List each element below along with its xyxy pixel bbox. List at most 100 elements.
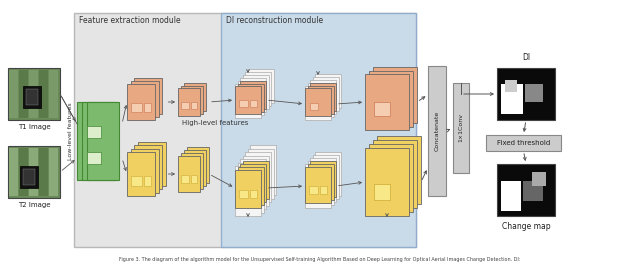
Bar: [497, 68, 555, 120]
Bar: [243, 155, 269, 206]
Bar: [77, 102, 115, 180]
Bar: [26, 89, 38, 105]
Text: T2 Image: T2 Image: [18, 202, 51, 208]
Bar: [237, 81, 264, 115]
Bar: [237, 167, 264, 205]
Bar: [501, 181, 521, 211]
Bar: [87, 126, 101, 138]
Bar: [305, 167, 331, 203]
Bar: [310, 80, 336, 114]
Bar: [243, 75, 269, 109]
Bar: [312, 155, 339, 199]
Bar: [250, 145, 276, 195]
Bar: [305, 164, 331, 208]
Bar: [315, 74, 341, 108]
Bar: [374, 184, 390, 200]
Bar: [131, 103, 142, 112]
Bar: [245, 152, 271, 202]
Bar: [87, 152, 101, 164]
Bar: [486, 135, 561, 151]
Bar: [373, 67, 417, 123]
Bar: [237, 84, 264, 111]
Bar: [20, 166, 38, 188]
Bar: [373, 140, 417, 208]
Bar: [240, 159, 266, 209]
Bar: [19, 148, 28, 196]
Bar: [191, 175, 197, 183]
Bar: [310, 103, 318, 110]
Bar: [144, 176, 151, 186]
Bar: [178, 156, 200, 192]
Bar: [134, 145, 162, 189]
Bar: [310, 83, 336, 111]
Bar: [428, 66, 446, 196]
Bar: [369, 70, 413, 126]
Bar: [9, 148, 18, 196]
Bar: [497, 164, 555, 216]
Text: DI reconstruction module: DI reconstruction module: [226, 16, 323, 25]
Bar: [369, 144, 413, 212]
Bar: [181, 175, 189, 183]
Bar: [74, 13, 416, 247]
Bar: [29, 148, 38, 196]
Bar: [131, 148, 159, 192]
Bar: [82, 102, 117, 180]
Text: Change map: Change map: [502, 222, 550, 231]
Bar: [23, 86, 41, 108]
Bar: [243, 161, 269, 199]
Bar: [501, 84, 523, 114]
Bar: [9, 70, 18, 118]
Bar: [235, 84, 261, 118]
Bar: [178, 88, 200, 116]
Bar: [310, 158, 336, 202]
Bar: [320, 186, 327, 194]
Bar: [187, 147, 209, 183]
Bar: [525, 84, 543, 102]
Bar: [181, 85, 203, 114]
Bar: [138, 142, 166, 185]
Bar: [235, 170, 261, 208]
Text: Figure 3. The diagram of the algorithm model for the Unsupervised Self-training : Figure 3. The diagram of the algorithm m…: [119, 257, 521, 262]
Bar: [131, 81, 159, 117]
Bar: [310, 161, 336, 197]
Bar: [240, 78, 266, 112]
Bar: [374, 102, 390, 116]
Bar: [305, 88, 331, 116]
Bar: [29, 70, 38, 118]
Bar: [8, 146, 60, 198]
Bar: [134, 78, 162, 114]
Bar: [312, 77, 339, 111]
Bar: [248, 148, 273, 199]
Bar: [131, 176, 142, 186]
Bar: [235, 166, 261, 216]
Bar: [87, 102, 119, 180]
Bar: [239, 100, 248, 107]
Bar: [315, 152, 341, 196]
Text: Low-level features: Low-level features: [68, 102, 74, 160]
Bar: [505, 80, 517, 92]
Bar: [184, 83, 206, 111]
Bar: [453, 83, 469, 173]
Bar: [307, 85, 333, 114]
Bar: [181, 153, 203, 189]
Text: T1 Image: T1 Image: [18, 124, 51, 130]
Bar: [221, 13, 416, 247]
Bar: [250, 100, 257, 107]
Text: Feature extraction module: Feature extraction module: [79, 16, 180, 25]
Bar: [239, 190, 248, 198]
Bar: [523, 181, 543, 201]
Bar: [49, 148, 58, 196]
Bar: [237, 162, 264, 213]
Bar: [240, 81, 266, 109]
Bar: [365, 148, 409, 216]
Bar: [127, 152, 155, 196]
Text: 1×1Conv: 1×1Conv: [458, 114, 463, 143]
Text: DI: DI: [522, 53, 530, 62]
Bar: [235, 86, 261, 114]
Bar: [8, 68, 60, 120]
Bar: [39, 70, 48, 118]
Bar: [144, 103, 151, 112]
Bar: [184, 150, 206, 186]
Bar: [49, 70, 58, 118]
Bar: [309, 186, 318, 194]
